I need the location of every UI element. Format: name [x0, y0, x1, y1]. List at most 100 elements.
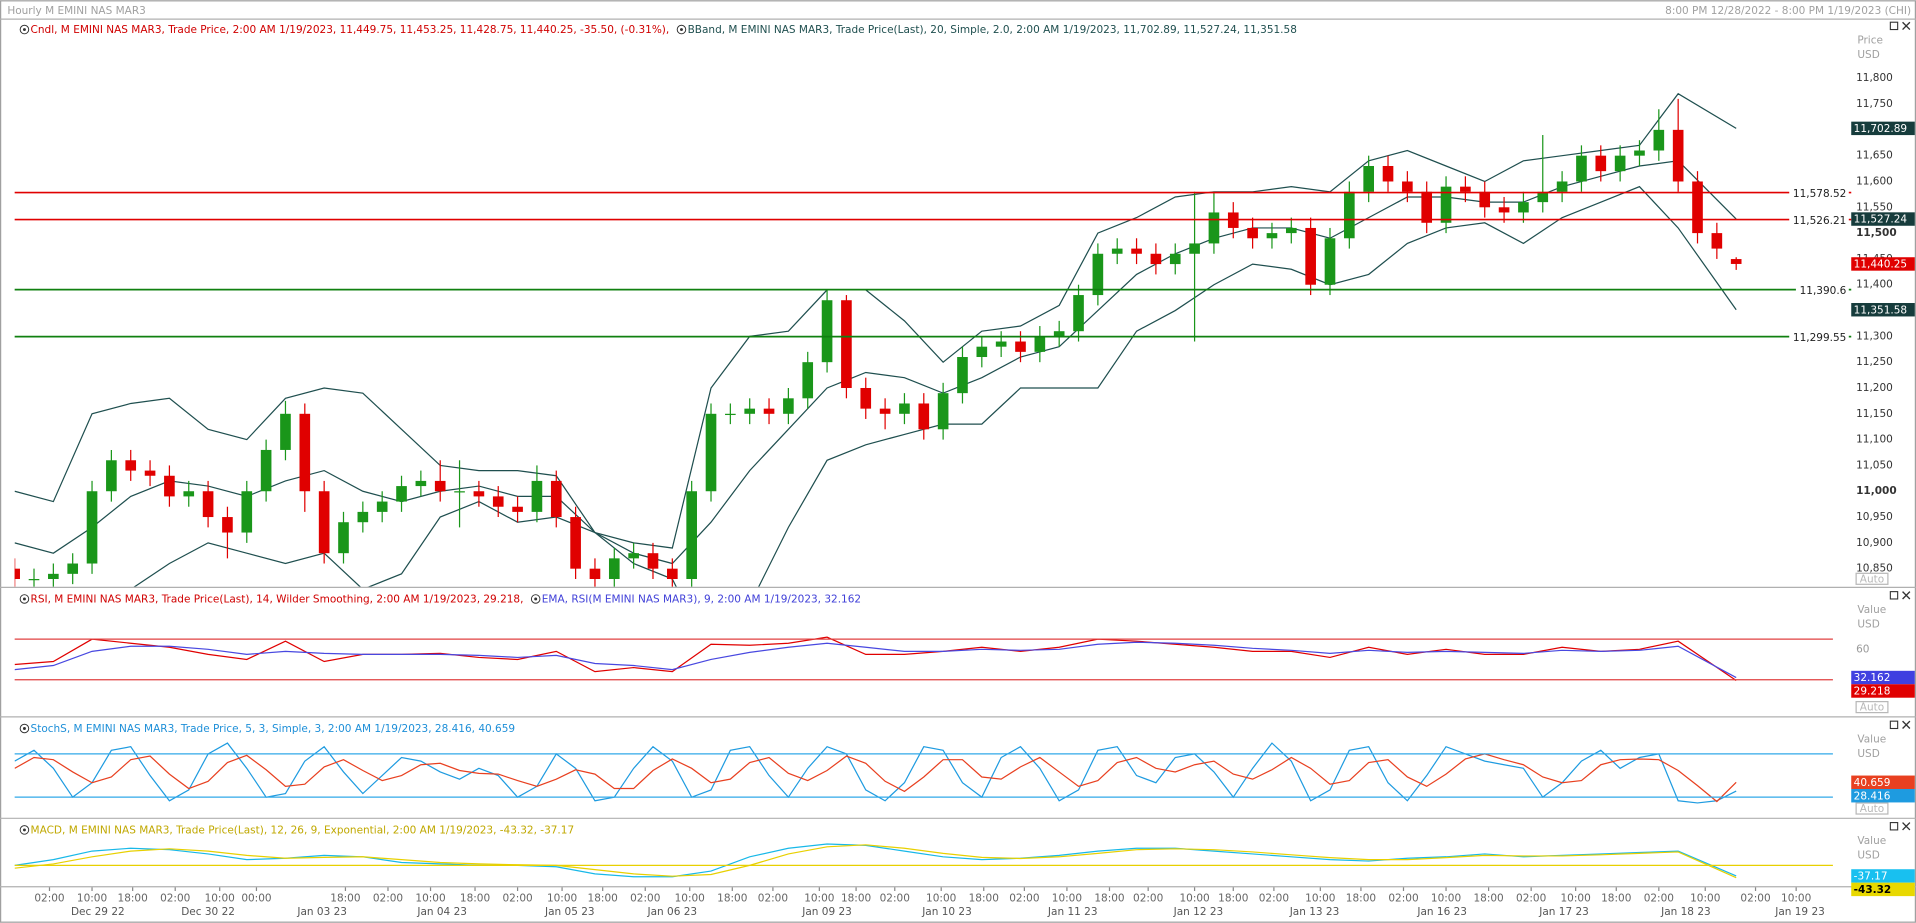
x-time-label: 02:00: [34, 892, 64, 904]
candle-body: [144, 470, 156, 476]
candle-body: [1324, 238, 1336, 285]
value-tag: [1851, 121, 1915, 136]
candle-body: [976, 346, 988, 358]
value-tag: [1851, 684, 1915, 698]
value-tag-label: 11,702.89: [1854, 123, 1907, 135]
legend-icon-dot: [22, 727, 26, 730]
candle-body: [1479, 191, 1491, 208]
candle-body: [783, 398, 794, 414]
value-tag: [1851, 869, 1915, 883]
candle-body: [879, 408, 891, 414]
x-date-label: Jan 05 23: [544, 906, 595, 918]
candle-body: [1556, 181, 1568, 192]
x-date-label: Jan 13 23: [1289, 906, 1340, 918]
candle-body: [241, 491, 253, 533]
legend-icon-dot: [680, 28, 683, 32]
plot-area: [14, 742, 1737, 804]
candle-body: [202, 491, 214, 518]
auto-button: [1855, 572, 1889, 585]
candle-body: [1344, 191, 1355, 239]
x-date-label: Jan 19 23: [1774, 906, 1825, 918]
maximize-button: [1889, 720, 1899, 730]
legend-icon-dot: [22, 828, 26, 832]
candle-body: [1150, 253, 1162, 265]
value-tag-label: 28.416: [1854, 790, 1891, 802]
maximize-button: [1889, 591, 1899, 600]
candle-body: [1440, 186, 1452, 223]
x-date-label: Jan 12 23: [1173, 906, 1224, 918]
maximize-button: [1889, 822, 1899, 831]
x-date-label: Jan 03 23: [296, 906, 347, 918]
candle-body: [492, 496, 504, 507]
x-date-label: Dec 29 22: [71, 906, 125, 918]
x-time-label: 02:00: [1133, 892, 1163, 904]
date-range: 8:00 PM 12/28/2022 - 8:00 PM 1/19/2023 (…: [1665, 5, 1911, 17]
candle-body: [48, 573, 59, 580]
value-tag-label: -37.17: [1854, 871, 1888, 883]
candle-body: [860, 387, 872, 409]
y-tick-label: 11,800: [1856, 72, 1893, 84]
axis-unit: USD: [1857, 748, 1879, 760]
candle-body: [376, 501, 388, 512]
candle-body: [28, 579, 40, 581]
x-time-label: 18:00: [1094, 892, 1124, 904]
level-label: 11,526.21: [1793, 215, 1846, 227]
candle-body: [531, 480, 543, 512]
candle-body: [1382, 165, 1394, 182]
level-label-bg: [1795, 283, 1849, 296]
y-tick-label: 11,400: [1856, 279, 1893, 291]
candle-body: [608, 558, 620, 580]
axis-unit: USD: [1857, 49, 1879, 61]
x-date-label: Jan 10 23: [921, 906, 972, 918]
x-date-label: Jan 04 23: [416, 906, 467, 918]
candle-body: [183, 491, 195, 497]
x-time-label: 10:00: [1305, 892, 1335, 904]
y-tick-label: 11,200: [1856, 382, 1893, 394]
candle-body: [667, 568, 678, 580]
x-time-label: 02:00: [630, 892, 660, 904]
legend-entry: BBand, M EMINI NAS MAR3, Trade Price(Las…: [688, 24, 1297, 36]
maximize-button: [1889, 21, 1899, 31]
indicator-line: [14, 742, 1737, 804]
candle-body: [67, 563, 79, 574]
candle-body: [222, 517, 233, 533]
value-tag-label: 29.218: [1854, 686, 1891, 698]
y-tick-label: 11,600: [1856, 175, 1893, 187]
candle-body: [1653, 129, 1665, 151]
y-tick-label: 11,500: [1856, 227, 1897, 239]
x-time-label: 10:00: [205, 892, 235, 904]
x-time-label: 10:00: [1179, 892, 1209, 904]
level-label: 11,299.55: [1793, 332, 1846, 344]
x-time-label: 02:00: [1516, 892, 1546, 904]
legend-icon-dot: [22, 597, 26, 601]
auto-button: [1855, 802, 1889, 815]
candle-body: [1208, 212, 1220, 244]
x-time-label: 18:00: [1601, 892, 1631, 904]
x-time-label: 02:00: [1388, 892, 1418, 904]
candle-body: [1053, 331, 1065, 337]
value-tag: [1851, 775, 1915, 789]
value-tag-label: 11,351.58: [1854, 304, 1907, 316]
close-button: [1902, 822, 1911, 831]
x-time-label: 10:00: [547, 892, 577, 904]
x-time-label: 10:00: [675, 892, 705, 904]
value-tag: [1851, 257, 1915, 271]
value-tag: [1851, 212, 1915, 226]
auto-label: Auto: [1860, 803, 1884, 815]
value-tag-label: -43.32: [1854, 884, 1892, 896]
candle-body: [1402, 181, 1413, 192]
value-tag: [1851, 788, 1915, 803]
x-time-label: 18:00: [1346, 892, 1376, 904]
x-date-label: Jan 16 23: [1416, 906, 1467, 918]
y-tick-label: 11,250: [1856, 356, 1893, 368]
value-tag-label: 40.659: [1854, 777, 1891, 789]
x-time-label: 18:00: [1473, 892, 1503, 904]
candle-body: [1537, 191, 1549, 203]
legend-icon-dot: [534, 597, 538, 601]
indicator-line: [14, 844, 1737, 879]
y-tick-label: 11,550: [1856, 201, 1893, 213]
window-title: Hourly M EMINI NAS MAR3: [7, 5, 146, 17]
candle-body: [415, 480, 427, 487]
candle-body: [86, 491, 98, 564]
value-tag: [1851, 303, 1915, 317]
